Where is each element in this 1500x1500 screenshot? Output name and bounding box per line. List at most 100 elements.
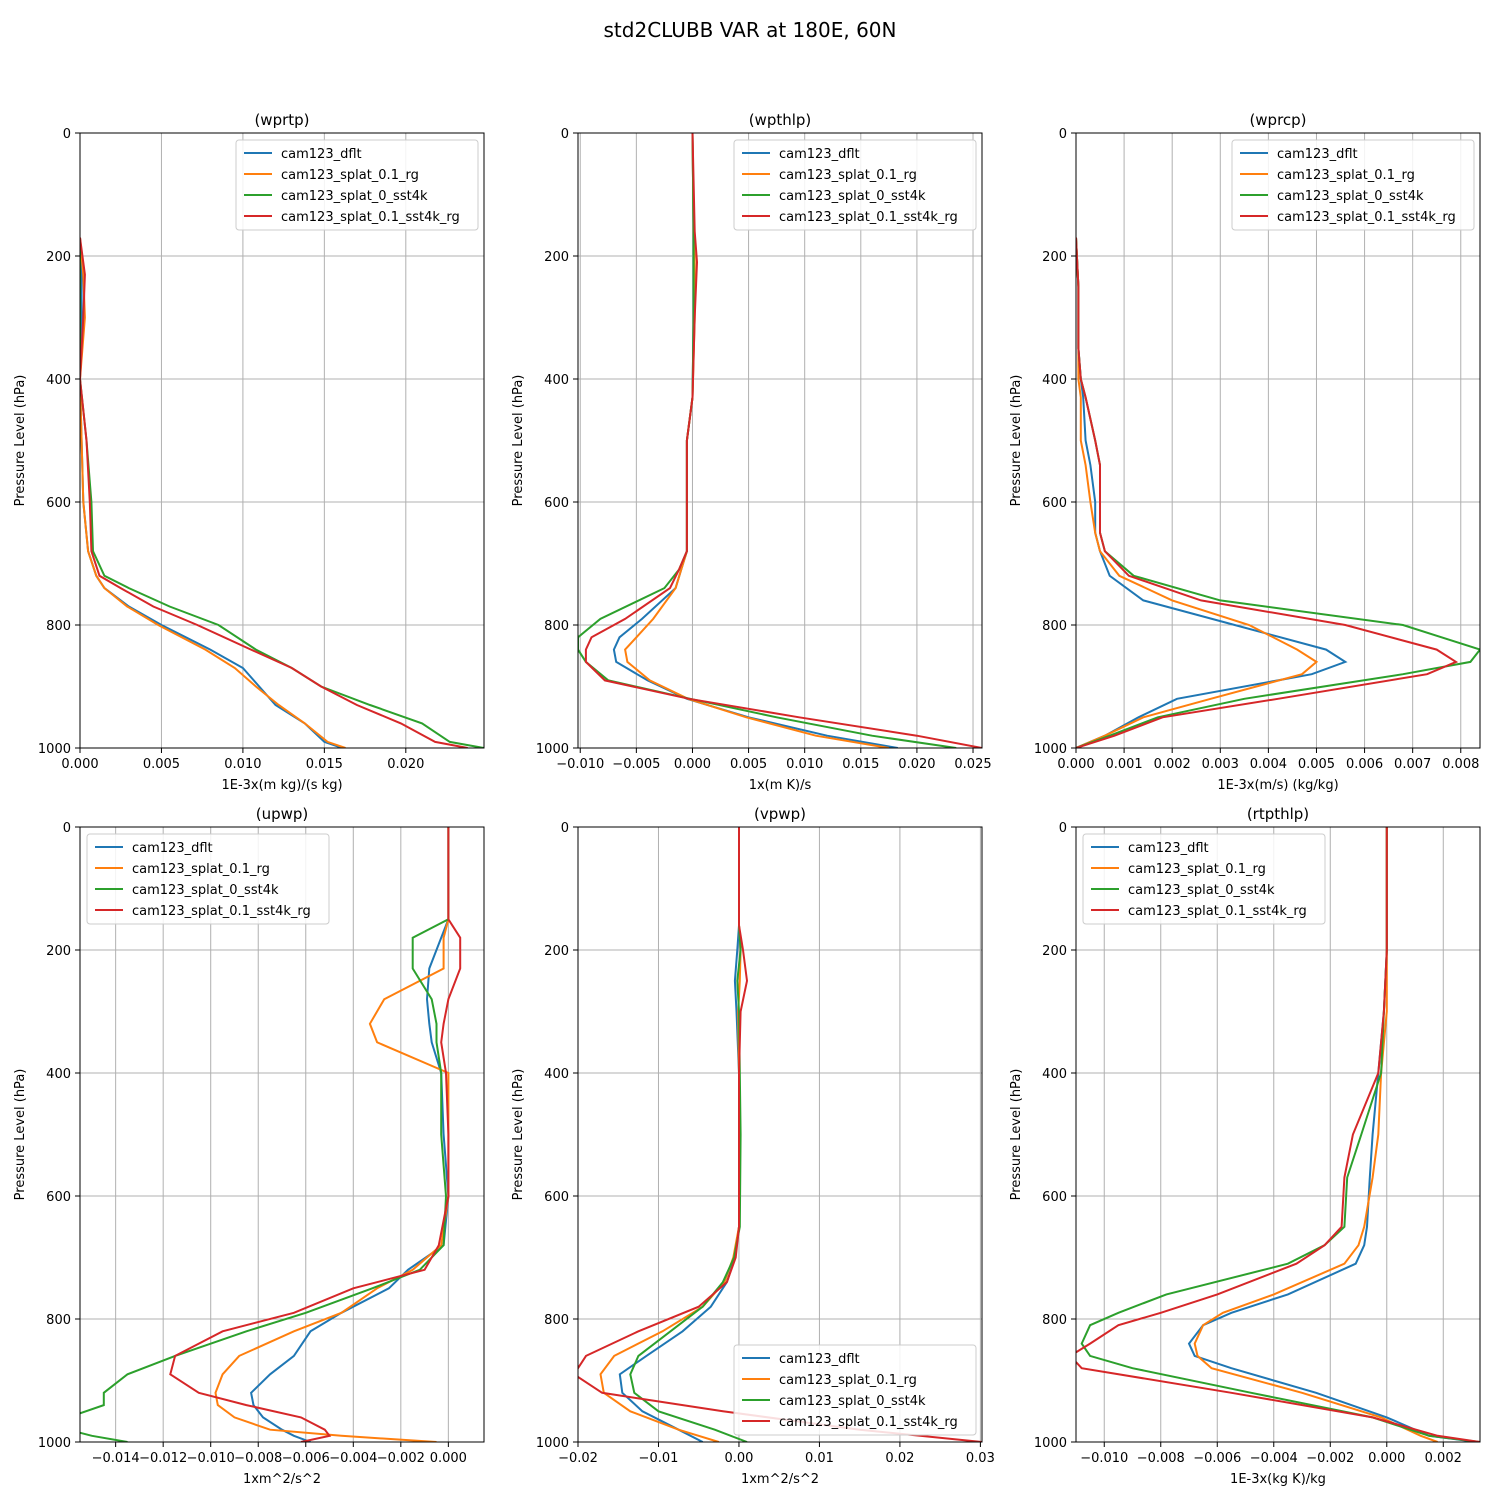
y-tick-label: 0 — [561, 821, 569, 836]
y-tick-label: 400 — [544, 373, 569, 388]
x-axis-label: 1E-3x(m kg)/(s kg) — [221, 778, 342, 793]
x-tick-label: 0.000 — [1057, 757, 1094, 772]
series-line-cam123_splat_0_sst4k — [629, 827, 748, 1442]
x-tick-label: −0.006 — [282, 1451, 330, 1466]
legend-label-cam123_splat_0.1_sst4k_rg: cam123_splat_0.1_sst4k_rg — [132, 904, 311, 919]
y-tick-label: 400 — [46, 1067, 71, 1082]
y-tick-label: 200 — [46, 250, 71, 265]
legend-label-cam123_dflt: cam123_dflt — [779, 1352, 860, 1367]
panel-rtpthlp: −0.010 −0.008 −0.006 −0.004 −0.002 0.000 0.002… — [1009, 805, 1481, 1487]
legend-label-cam123_dflt: cam123_dflt — [1128, 841, 1209, 856]
x-axis-label: 1xm^2/s^2 — [243, 1472, 321, 1487]
y-axis-label: Pressure Level (hPa) — [1009, 1069, 1024, 1201]
y-tick-label: 400 — [46, 373, 71, 388]
legend-label-cam123_splat_0.1_sst4k_rg: cam123_splat_0.1_sst4k_rg — [779, 210, 958, 225]
y-tick-label: 600 — [46, 496, 71, 511]
series-line-cam123_splat_0.1_rg — [214, 827, 450, 1442]
x-tick-label: −0.008 — [1137, 1451, 1185, 1466]
x-tick-label: 0.000 — [430, 1451, 467, 1466]
x-axis-label: 1x(m K)/s — [749, 778, 812, 793]
legend-label-cam123_splat_0.1_rg: cam123_splat_0.1_rg — [779, 168, 917, 183]
legend-label-cam123_splat_0.1_sst4k_rg: cam123_splat_0.1_sst4k_rg — [1277, 210, 1456, 225]
y-tick-label: 0 — [561, 127, 569, 142]
x-tick-label: 0.005 — [143, 757, 180, 772]
y-tick-label: 200 — [544, 944, 569, 959]
y-axis-label: Pressure Level (hPa) — [511, 1069, 526, 1201]
legend-box — [733, 139, 977, 231]
y-tick-label: 800 — [1042, 619, 1067, 634]
legend-label-cam123_splat_0.1_sst4k_rg: cam123_splat_0.1_sst4k_rg — [779, 1415, 958, 1430]
y-tick-label: 1000 — [38, 742, 71, 757]
panel-wpthlp: −0.010 −0.005 0.000 0.005 0.010 0.015 0.020 0.0… — [511, 111, 992, 793]
legend-label-cam123_splat_0_sst4k: cam123_splat_0_sst4k — [1128, 883, 1275, 898]
series-line-cam123_dflt — [80, 237, 343, 748]
x-axis-label: 1xm^2/s^2 — [741, 1472, 819, 1487]
x-tick-label: 0.010 — [786, 757, 823, 772]
y-tick-label: 400 — [1042, 1067, 1067, 1082]
y-tick-label: 800 — [544, 619, 569, 634]
x-tick-label: 0.002 — [1425, 1451, 1462, 1466]
panel-wprcp: 0.000 0.001 0.002 0.003 0.004 0.005 0.006 0.007… — [1009, 111, 1481, 793]
y-tick-label: 1000 — [536, 1436, 569, 1451]
y-tick-label: 800 — [544, 1313, 569, 1328]
legend-label-cam123_splat_0.1_rg: cam123_splat_0.1_rg — [779, 1373, 917, 1388]
y-tick-label: 600 — [46, 1190, 71, 1205]
panel-title: (rtpthlp) — [1247, 805, 1309, 823]
x-tick-label: 0.02 — [885, 1451, 914, 1466]
y-axis-label: Pressure Level (hPa) — [13, 1069, 28, 1201]
x-tick-label: 0.000 — [674, 757, 711, 772]
legend-box — [86, 833, 330, 925]
x-tick-label: −0.012 — [139, 1451, 187, 1466]
legend-label-cam123_splat_0_sst4k: cam123_splat_0_sst4k — [779, 189, 926, 204]
x-tick-label: 0.000 — [61, 757, 98, 772]
x-tick-label: 0.008 — [1442, 757, 1479, 772]
legend-label-cam123_splat_0.1_rg: cam123_splat_0.1_rg — [1277, 168, 1415, 183]
x-tick-label: −0.002 — [377, 1451, 425, 1466]
x-tick-label: 0.004 — [1250, 757, 1287, 772]
series-line-cam123_splat_0_sst4k — [1076, 237, 1480, 748]
legend-label-cam123_dflt: cam123_dflt — [1277, 147, 1358, 162]
y-tick-label: 400 — [544, 1067, 569, 1082]
y-tick-label: 600 — [544, 496, 569, 511]
x-tick-label: 0.015 — [306, 757, 343, 772]
series-line-cam123_splat_0.1_sst4k_rg — [169, 827, 462, 1442]
series-line-cam123_splat_0.1_rg — [599, 827, 742, 1442]
panels: 0.000 0.005 0.010 0.015 0.020020040060080010… — [13, 111, 1481, 1487]
legend-box — [733, 1344, 977, 1436]
legend-label-cam123_splat_0_sst4k: cam123_splat_0_sst4k — [779, 1394, 926, 1409]
y-tick-label: 0 — [63, 127, 71, 142]
y-tick-label: 1000 — [1034, 742, 1067, 757]
plot-frame — [1075, 132, 1481, 749]
series-line-cam123_splat_0.1_sst4k_rg — [80, 237, 468, 748]
x-tick-label: 0.020 — [898, 757, 935, 772]
series-line-cam123_splat_0_sst4k — [80, 827, 450, 1442]
y-tick-label: 600 — [1042, 496, 1067, 511]
series-line-cam123_splat_0_sst4k — [80, 237, 484, 748]
x-tick-label: −0.02 — [558, 1451, 598, 1466]
figure-title: std2CLUBB VAR at 180E, 60N — [604, 18, 897, 42]
y-tick-label: 800 — [46, 1313, 71, 1328]
legend: cam123_dflt cam123_splat_0.1_rg cam123_spl… — [86, 833, 330, 925]
x-tick-label: −0.006 — [1193, 1451, 1241, 1466]
panel-title: (wpthlp) — [749, 111, 812, 129]
x-tick-label: −0.002 — [1306, 1451, 1354, 1466]
x-tick-label: 0.006 — [1346, 757, 1383, 772]
plot-frame — [577, 132, 983, 749]
legend: cam123_dflt cam123_splat_0.1_rg cam123_spl… — [733, 1344, 977, 1436]
y-tick-label: 600 — [1042, 1190, 1067, 1205]
y-tick-label: 1000 — [38, 1436, 71, 1451]
x-tick-label: 0.007 — [1394, 757, 1431, 772]
y-tick-label: 200 — [544, 250, 569, 265]
plot-frame — [79, 826, 485, 1443]
x-tick-label: 0.000 — [1368, 1451, 1405, 1466]
x-tick-label: 0.002 — [1154, 757, 1191, 772]
series-line-cam123_splat_0.1_rg — [1076, 237, 1319, 748]
x-tick-label: 0.03 — [966, 1451, 995, 1466]
x-tick-label: 0.020 — [387, 757, 424, 772]
y-tick-label: 800 — [1042, 1313, 1067, 1328]
x-axis-label: 1E-3x(m/s) (kg/kg) — [1217, 778, 1338, 793]
y-tick-label: 400 — [1042, 373, 1067, 388]
series-line-cam123_splat_0.1_sst4k_rg — [1076, 827, 1480, 1442]
y-tick-label: 0 — [63, 821, 71, 836]
